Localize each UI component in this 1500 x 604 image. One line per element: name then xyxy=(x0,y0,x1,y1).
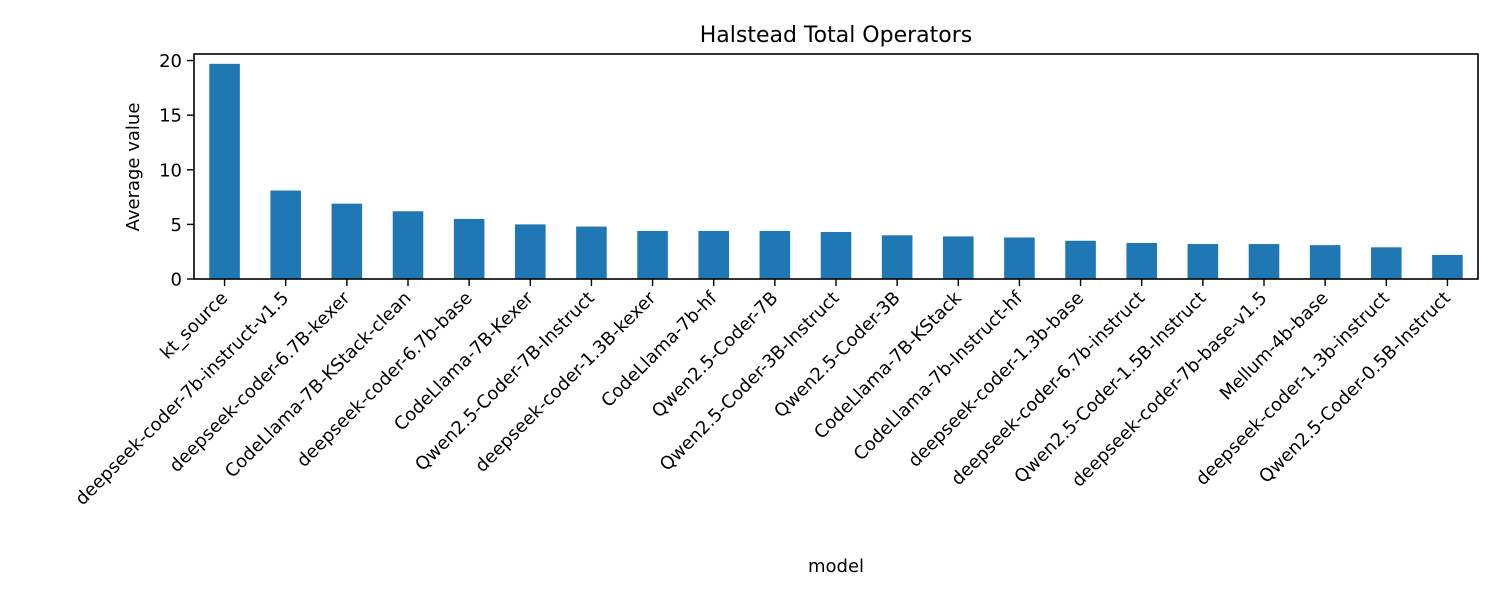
bar-4 xyxy=(453,218,485,279)
bar-11 xyxy=(881,235,913,279)
x-ticks: kt_sourcedeepseek-coder-7b-instruct-v1.5… xyxy=(71,279,1455,510)
bar-13 xyxy=(1004,237,1035,279)
bar-18 xyxy=(1309,245,1341,279)
x-tick-label-8: CodeLlama-7b-hf xyxy=(597,287,721,411)
y-tick-label-0: 0 xyxy=(171,270,182,291)
bar-19 xyxy=(1371,247,1402,279)
bar-12 xyxy=(943,236,974,279)
bar-0 xyxy=(209,63,240,279)
bar-1 xyxy=(270,190,301,279)
bar-5 xyxy=(515,224,546,279)
bars-layer xyxy=(209,63,1463,279)
bar-6 xyxy=(576,226,607,279)
bar-7 xyxy=(637,230,668,279)
x-axis-label: model xyxy=(808,556,864,577)
y-axis-label: Average value xyxy=(123,103,144,232)
y-tick-label-1: 5 xyxy=(171,215,182,236)
x-tick-label-1: deepseek-coder-7b-instruct-v1.5 xyxy=(71,288,293,510)
bar-2 xyxy=(331,203,363,279)
bar-15 xyxy=(1126,242,1157,279)
x-tick-label-18: Mellum-4b-base xyxy=(1216,288,1333,405)
bar-9 xyxy=(759,230,791,279)
y-tick-label-2: 10 xyxy=(159,160,182,181)
y-tick-label-4: 20 xyxy=(159,51,182,72)
bar-16 xyxy=(1187,244,1219,279)
bar-3 xyxy=(392,211,424,279)
bar-17 xyxy=(1248,244,1280,279)
chart-title: Halstead Total Operators xyxy=(700,23,973,48)
bar-20 xyxy=(1432,254,1463,279)
y-tick-label-3: 15 xyxy=(159,106,182,127)
bar-10 xyxy=(820,232,852,279)
bar-14 xyxy=(1065,240,1096,279)
bar-8 xyxy=(698,230,729,279)
y-ticks: 0 5 10 15 20 xyxy=(159,51,194,291)
